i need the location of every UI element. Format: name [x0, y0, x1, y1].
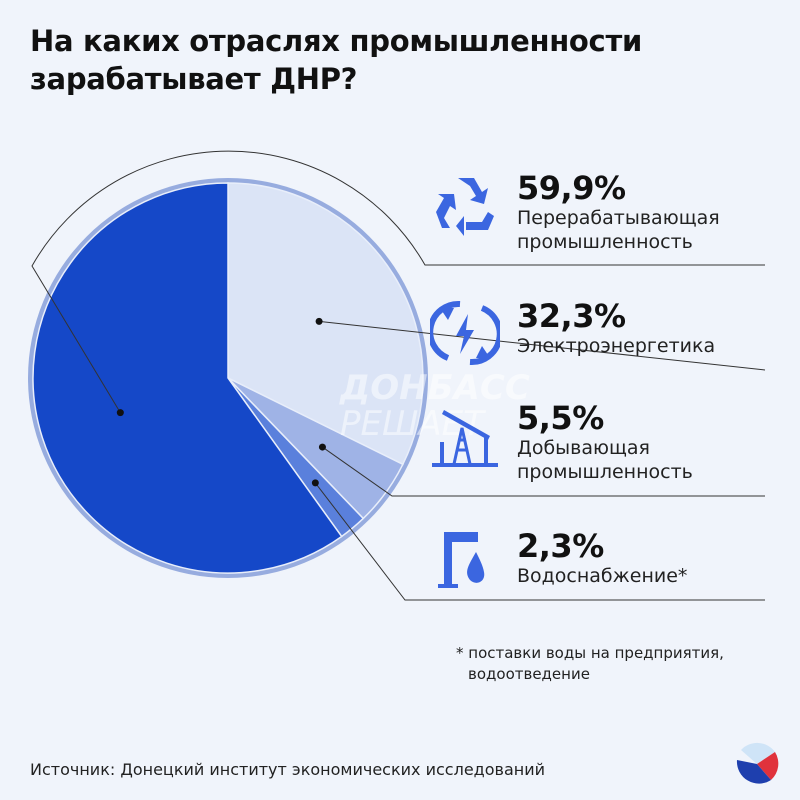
leader-line — [319, 320, 766, 371]
leader-line — [322, 446, 765, 497]
legend-item-manufacturing: 59,9% Перерабатывающая промышленность — [517, 169, 720, 253]
recycle-icon — [436, 178, 494, 236]
watermark: ДОНБАСС РЕШАЕТ — [340, 368, 530, 444]
pie-slice — [32, 182, 343, 574]
legend-item-energy: 32,3% Электроэнергетика — [517, 297, 716, 357]
leader-dot — [318, 443, 326, 451]
legend-item-water: 2,3% Водоснабжение* — [517, 527, 688, 587]
footnote: * поставки воды на предприятия, водоотве… — [456, 644, 724, 683]
water-tap-icon — [438, 532, 485, 588]
leader-dot — [311, 479, 319, 487]
source-text: Источник: Донецкий институт экономически… — [30, 760, 545, 779]
leader-line — [314, 482, 765, 601]
oil-pump-icon — [432, 410, 498, 467]
legend-item-mining: 5,5% Добывающая промышленность — [517, 399, 693, 483]
leader-dot — [116, 409, 124, 417]
logo-icon — [736, 742, 779, 784]
page-title: На каких отраслях промышленности зарабат… — [30, 24, 642, 96]
pie-slice — [227, 182, 424, 466]
leader-dot — [315, 317, 323, 325]
lightning-cycle-icon — [430, 300, 500, 366]
leader-line — [31, 150, 765, 413]
